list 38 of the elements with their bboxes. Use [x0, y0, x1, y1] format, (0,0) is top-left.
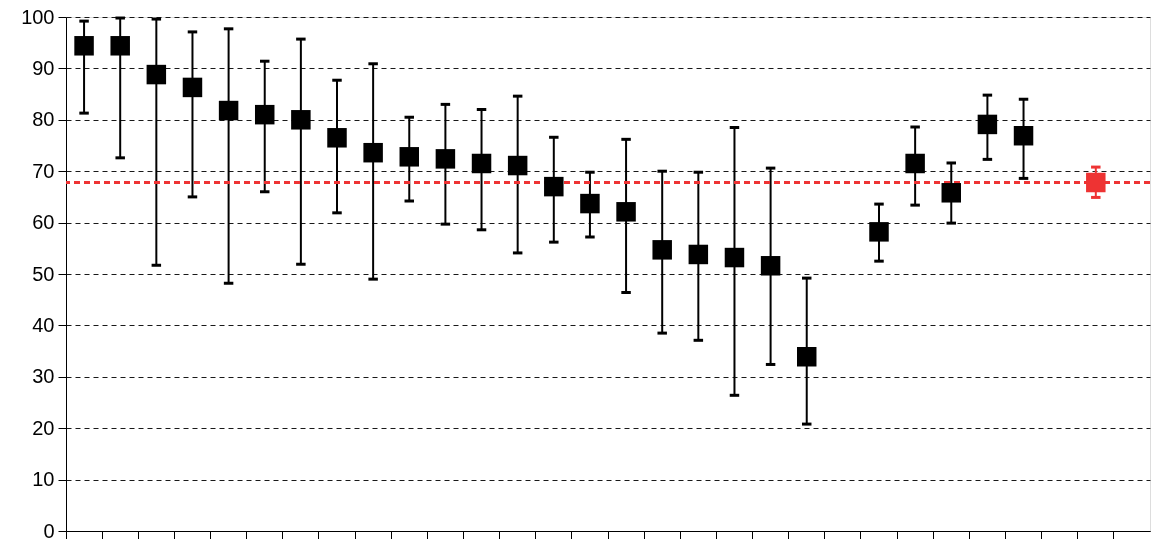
y-tick-label: 30: [32, 365, 55, 388]
point: [760, 256, 781, 276]
point: [74, 36, 94, 56]
point: [616, 202, 636, 222]
point: [327, 128, 347, 148]
point: [941, 183, 962, 203]
point: [688, 244, 709, 265]
point: [218, 100, 239, 121]
y-tick-label: 20: [32, 416, 55, 439]
point: [724, 247, 745, 268]
point: [146, 64, 167, 85]
point: [182, 77, 203, 98]
point: [544, 176, 564, 197]
y-tick-label: 50: [32, 262, 55, 285]
point: [1086, 172, 1106, 193]
y-tick-label: 100: [21, 5, 55, 28]
point: [399, 147, 420, 167]
y-tick-label: 80: [32, 108, 55, 131]
point: [869, 222, 889, 242]
y-tick-label: 40: [32, 313, 55, 336]
point: [507, 155, 528, 176]
point: [652, 240, 672, 260]
point: [471, 153, 492, 174]
y-tick-label: 10: [32, 468, 55, 491]
point: [291, 110, 311, 130]
point: [580, 193, 600, 214]
point: [254, 104, 275, 125]
point: [905, 153, 925, 174]
y-tick-label: 0: [43, 519, 55, 539]
point: [363, 142, 383, 163]
point: [110, 36, 130, 56]
y-tick-label: 70: [32, 159, 55, 182]
point: [977, 114, 998, 135]
point: [796, 347, 817, 367]
y-tick-label: 60: [32, 211, 55, 234]
point: [1013, 125, 1034, 146]
y-tick-label: 90: [32, 56, 55, 79]
point: [435, 149, 456, 169]
